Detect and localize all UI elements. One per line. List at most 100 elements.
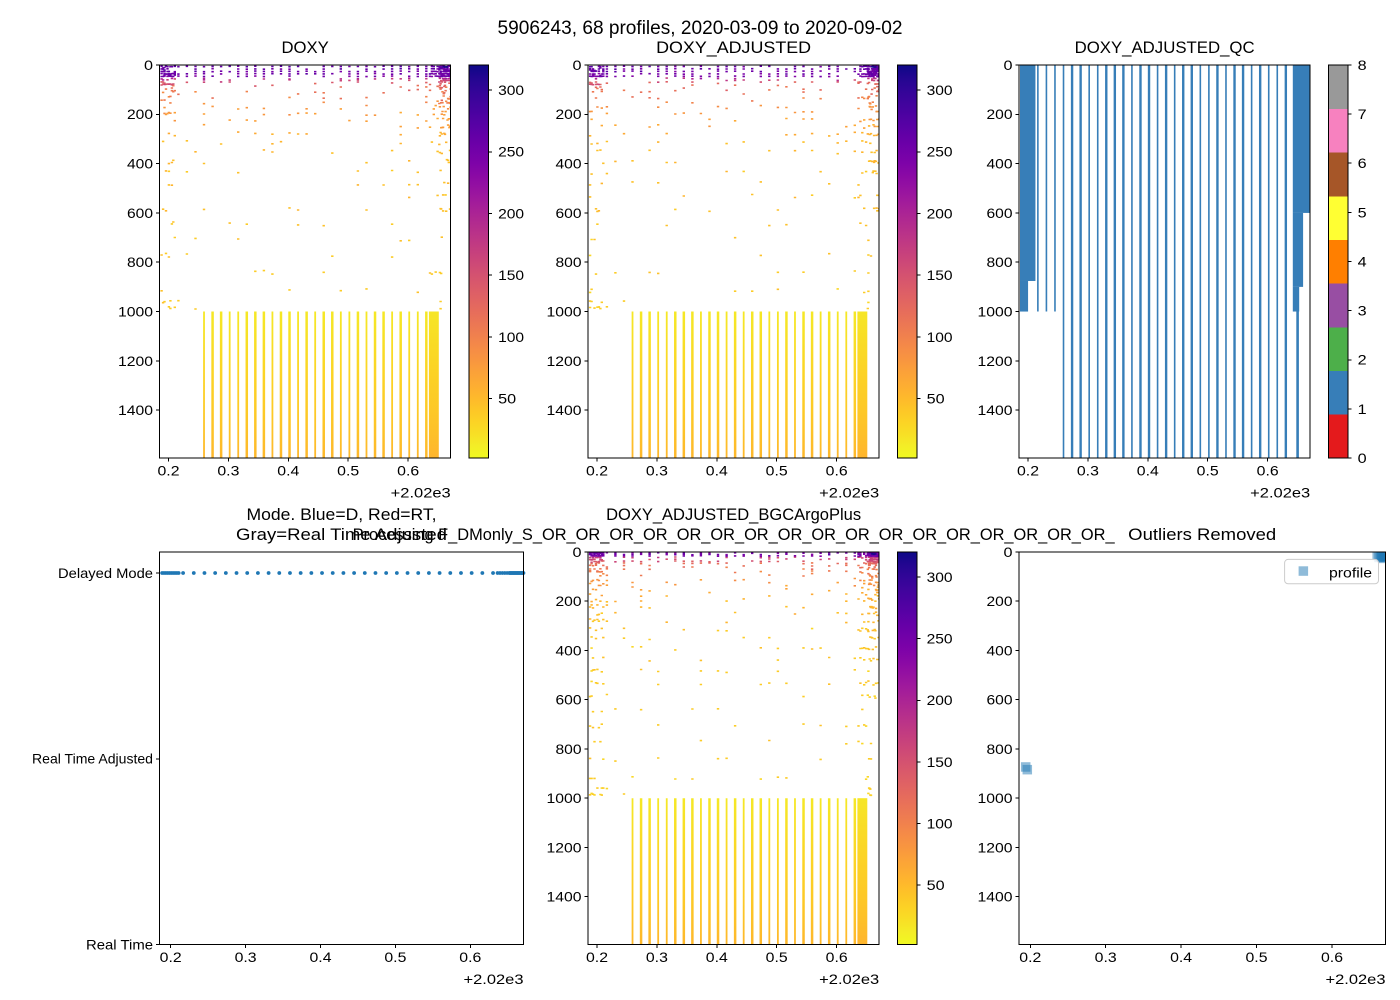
svg-text:300: 300 <box>927 569 953 585</box>
svg-text:1000: 1000 <box>547 303 582 319</box>
svg-text:200: 200 <box>987 106 1013 122</box>
svg-text:Processing F_DMonly_S_OR_OR_OR: Processing F_DMonly_S_OR_OR_OR_OR_OR_OR_… <box>353 525 1116 544</box>
svg-text:0.4: 0.4 <box>277 462 299 478</box>
svg-text:0.4: 0.4 <box>1170 949 1192 965</box>
svg-text:300: 300 <box>498 82 524 98</box>
svg-text:+2.02e3: +2.02e3 <box>1250 484 1310 500</box>
svg-text:0.6: 0.6 <box>459 949 481 965</box>
svg-text:0.3: 0.3 <box>235 949 257 965</box>
svg-text:1400: 1400 <box>978 889 1013 905</box>
svg-text:Mode. Blue=D, Red=RT,: Mode. Blue=D, Red=RT, <box>247 505 437 524</box>
svg-text:0.6: 0.6 <box>826 949 848 965</box>
svg-text:0.5: 0.5 <box>1197 462 1219 478</box>
svg-text:300: 300 <box>927 82 953 98</box>
svg-text:600: 600 <box>127 205 153 221</box>
svg-text:0.3: 0.3 <box>217 462 239 478</box>
svg-text:0.2: 0.2 <box>160 949 182 965</box>
svg-text:0.6: 0.6 <box>397 462 419 478</box>
svg-text:400: 400 <box>127 156 153 172</box>
svg-text:DOXY: DOXY <box>281 38 328 57</box>
svg-text:0.2: 0.2 <box>1019 949 1041 965</box>
svg-text:0.6: 0.6 <box>826 462 848 478</box>
svg-text:100: 100 <box>927 329 953 345</box>
svg-text:+2.02e3: +2.02e3 <box>391 484 451 500</box>
svg-text:Gray=Real Time Adjusted: Gray=Real Time Adjusted <box>236 525 447 544</box>
svg-text:0: 0 <box>1004 544 1013 560</box>
svg-text:400: 400 <box>987 156 1013 172</box>
svg-text:1400: 1400 <box>547 889 582 905</box>
svg-text:2: 2 <box>1358 352 1367 368</box>
svg-text:0.3: 0.3 <box>646 949 668 965</box>
svg-text:Real Time: Real Time <box>86 936 153 952</box>
svg-text:Delayed Mode: Delayed Mode <box>58 565 153 581</box>
svg-text:0.5: 0.5 <box>337 462 359 478</box>
svg-text:4: 4 <box>1358 253 1367 269</box>
svg-text:200: 200 <box>927 692 953 708</box>
svg-text:0.4: 0.4 <box>706 462 728 478</box>
svg-text:0: 0 <box>1358 450 1367 466</box>
svg-text:100: 100 <box>498 329 524 345</box>
svg-text:50: 50 <box>927 877 945 893</box>
svg-text:600: 600 <box>556 205 582 221</box>
svg-text:0.3: 0.3 <box>646 462 668 478</box>
svg-text:800: 800 <box>987 741 1013 757</box>
svg-text:+2.02e3: +2.02e3 <box>819 484 879 500</box>
svg-text:400: 400 <box>556 642 582 658</box>
svg-text:0.5: 0.5 <box>384 949 406 965</box>
svg-text:150: 150 <box>927 267 953 283</box>
svg-text:+2.02e3: +2.02e3 <box>1326 971 1386 987</box>
svg-text:DOXY_ADJUSTED: DOXY_ADJUSTED <box>656 38 811 57</box>
svg-text:150: 150 <box>498 267 524 283</box>
svg-text:50: 50 <box>927 390 945 406</box>
svg-text:profile: profile <box>1329 564 1372 580</box>
svg-text:0.4: 0.4 <box>310 949 332 965</box>
svg-text:0.4: 0.4 <box>706 949 728 965</box>
svg-text:+2.02e3: +2.02e3 <box>464 971 524 987</box>
svg-text:0.5: 0.5 <box>766 949 788 965</box>
svg-text:600: 600 <box>556 692 582 708</box>
svg-text:1000: 1000 <box>118 303 153 319</box>
svg-text:600: 600 <box>987 692 1013 708</box>
svg-text:1400: 1400 <box>978 402 1013 418</box>
svg-text:400: 400 <box>556 156 582 172</box>
svg-text:200: 200 <box>987 593 1013 609</box>
svg-text:DOXY_ADJUSTED_QC: DOXY_ADJUSTED_QC <box>1075 38 1255 57</box>
svg-text:1200: 1200 <box>547 839 582 855</box>
svg-text:0: 0 <box>573 544 582 560</box>
svg-text:0: 0 <box>144 57 153 73</box>
svg-text:0.4: 0.4 <box>1137 462 1159 478</box>
svg-text:400: 400 <box>987 642 1013 658</box>
svg-text:+2.02e3: +2.02e3 <box>819 971 879 987</box>
svg-text:1200: 1200 <box>978 839 1013 855</box>
svg-text:800: 800 <box>556 254 582 270</box>
svg-text:1400: 1400 <box>118 402 153 418</box>
svg-text:200: 200 <box>556 593 582 609</box>
svg-text:0.6: 0.6 <box>1257 462 1279 478</box>
svg-text:0.2: 0.2 <box>158 462 180 478</box>
svg-text:50: 50 <box>498 390 516 406</box>
svg-text:800: 800 <box>556 741 582 757</box>
svg-text:200: 200 <box>498 205 524 221</box>
svg-text:1200: 1200 <box>547 353 582 369</box>
svg-text:1000: 1000 <box>978 303 1013 319</box>
svg-text:0.5: 0.5 <box>1246 949 1268 965</box>
svg-text:800: 800 <box>127 254 153 270</box>
svg-text:0.6: 0.6 <box>1321 949 1343 965</box>
svg-text:1000: 1000 <box>547 790 582 806</box>
svg-text:1: 1 <box>1358 401 1367 417</box>
svg-text:0.5: 0.5 <box>766 462 788 478</box>
svg-text:1000: 1000 <box>978 790 1013 806</box>
svg-text:5: 5 <box>1358 204 1367 220</box>
svg-text:1400: 1400 <box>547 402 582 418</box>
svg-text:150: 150 <box>927 754 953 770</box>
svg-text:3: 3 <box>1358 303 1367 319</box>
svg-text:Outliers Removed: Outliers Removed <box>1128 525 1276 544</box>
svg-text:6: 6 <box>1358 155 1367 171</box>
svg-text:250: 250 <box>498 144 524 160</box>
svg-text:0.2: 0.2 <box>586 462 608 478</box>
svg-text:200: 200 <box>556 106 582 122</box>
svg-text:0.2: 0.2 <box>1017 462 1039 478</box>
svg-text:8: 8 <box>1358 57 1367 73</box>
svg-text:600: 600 <box>987 205 1013 221</box>
svg-text:1200: 1200 <box>118 353 153 369</box>
